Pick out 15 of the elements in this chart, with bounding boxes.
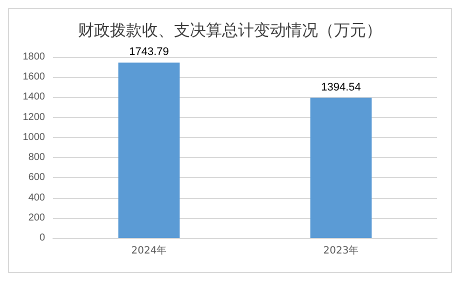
x-tick-label: 2024年 <box>131 244 167 256</box>
data-label: 1394.54 <box>321 81 361 94</box>
y-tick-label: 200 <box>28 212 46 224</box>
data-label: 1743.79 <box>129 46 169 58</box>
y-tick-label: 1200 <box>22 112 46 123</box>
y-tick-label: 1400 <box>22 92 46 103</box>
y-tick-label: 1600 <box>22 72 46 83</box>
y-tick-label: 800 <box>28 152 46 164</box>
y-tick-label: 1800 <box>22 52 46 62</box>
y-tick-label: 1000 <box>22 132 46 143</box>
x-tick-label: 2023年 <box>323 244 359 256</box>
y-tick-label: 400 <box>28 192 46 204</box>
y-tick-label: 0 <box>39 232 46 244</box>
chart-title: 财政拨款收、支决算总计变动情况（万元） <box>78 20 382 40</box>
y-tick-label: 600 <box>28 172 46 184</box>
